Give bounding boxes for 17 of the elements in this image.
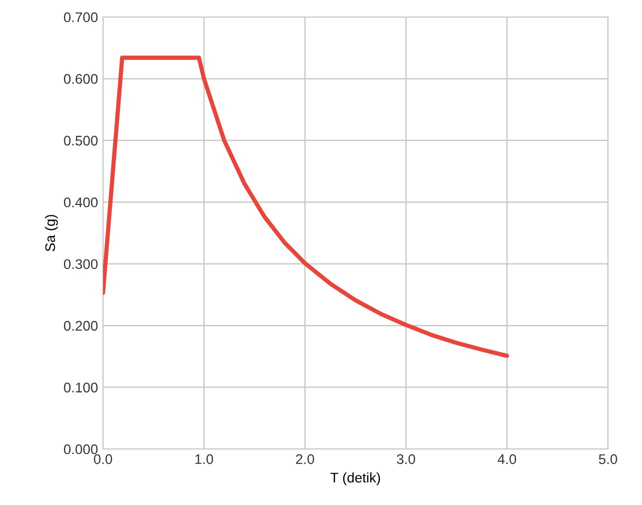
x-tick-label: 4.0	[498, 454, 516, 464]
y-tick-label: 0.500	[64, 136, 98, 146]
y-tick-label: 0.400	[64, 197, 98, 208]
y-tick-label: 0.100	[64, 382, 98, 392]
line-series	[103, 56, 510, 358]
y-tick-label: 0.200	[64, 320, 98, 331]
y-tick-label: 0.700	[64, 12, 98, 22]
y-tick-label: 0.600	[64, 74, 98, 84]
x-tick-label: 3.0	[396, 454, 416, 464]
x-tick-label: 2.0	[296, 454, 314, 464]
y-axis-title: Sa (g)	[44, 214, 58, 252]
y-tick-label: 0.300	[64, 259, 98, 270]
y-tick-label: 0.000	[64, 444, 98, 454]
x-axis-title: T (detik)	[330, 472, 380, 486]
x-tick-label: 0.0	[94, 454, 112, 464]
x-tick-label: 1.0	[195, 454, 214, 464]
x-tick-label: 5.0	[598, 454, 618, 464]
